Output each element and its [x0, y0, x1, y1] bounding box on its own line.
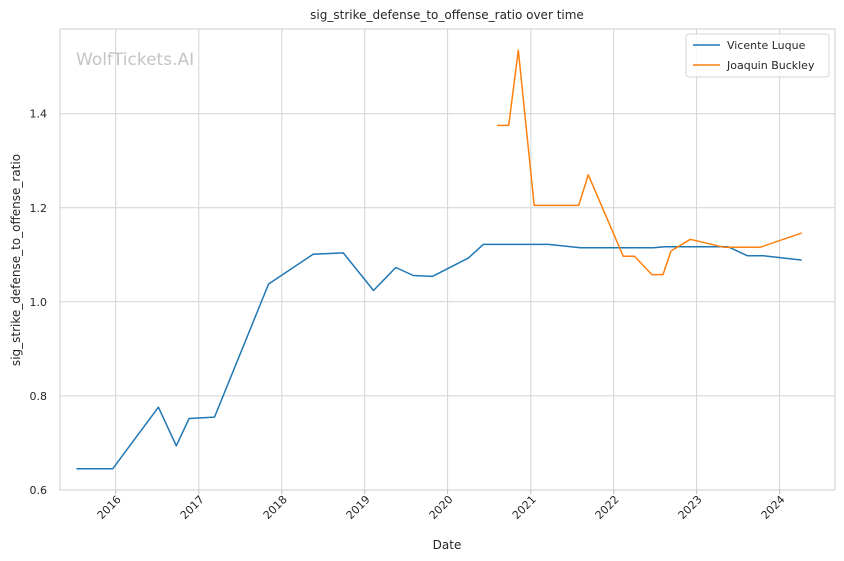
data-point [76, 468, 78, 470]
data-point [664, 246, 666, 248]
legend-label-vicente-luque: Vicente Luque [727, 39, 806, 52]
data-point [622, 255, 624, 257]
data-point [762, 255, 764, 257]
plot-border [59, 28, 836, 491]
x-axis-label: Date [433, 538, 462, 552]
data-point [112, 468, 114, 470]
data-point [176, 445, 178, 447]
data-point [497, 125, 499, 127]
y-axis-label: sig_strike_defense_to_offense_ratio [9, 154, 23, 366]
y-tick-label: 1.4 [30, 108, 48, 121]
data-point [468, 257, 470, 259]
data-point [548, 244, 550, 246]
series-line-vicente-luque [76, 243, 802, 470]
y-tick-labels: 0.6 0.8 1.0 1.2 1.4 [30, 108, 48, 497]
data-point [653, 247, 655, 249]
data-point [413, 275, 415, 277]
y-tick-label: 1.0 [30, 296, 48, 309]
data-point [214, 416, 216, 418]
data-point [723, 247, 725, 249]
data-point [578, 205, 580, 207]
chart-title: sig_strike_defense_to_offense_ratio over… [310, 8, 584, 22]
data-point [343, 252, 345, 254]
plot-area: WolfTickets.AI [59, 28, 836, 494]
legend-box [685, 33, 830, 78]
data-point [670, 250, 672, 252]
series-layer [76, 49, 802, 470]
legend: Vicente Luque Joaquin Buckley [685, 33, 830, 78]
data-point [158, 406, 160, 408]
series-line-joaquin-buckley [496, 49, 802, 276]
x-gridlines [115, 29, 781, 494]
data-point [588, 174, 590, 176]
watermark: WolfTickets.AI [76, 50, 194, 70]
data-point [395, 267, 397, 269]
data-point [747, 255, 749, 257]
y-tick-label: 1.2 [30, 202, 48, 215]
data-point [188, 418, 190, 420]
data-point [268, 283, 270, 285]
data-point [312, 254, 314, 256]
y-tick-label: 0.8 [30, 390, 48, 403]
data-point [373, 290, 375, 292]
data-point [759, 247, 761, 249]
data-point [533, 205, 535, 207]
data-point [508, 125, 510, 127]
data-point [634, 255, 636, 257]
data-point [651, 274, 653, 276]
data-point [580, 247, 582, 249]
legend-label-joaquin-buckley: Joaquin Buckley [726, 59, 815, 72]
data-point [690, 239, 692, 241]
data-point [800, 259, 802, 261]
data-point [518, 49, 520, 51]
data-point [800, 232, 802, 234]
data-point [662, 274, 664, 276]
data-point [432, 276, 434, 278]
data-point [483, 244, 485, 246]
y-tick-label: 0.6 [30, 484, 48, 497]
